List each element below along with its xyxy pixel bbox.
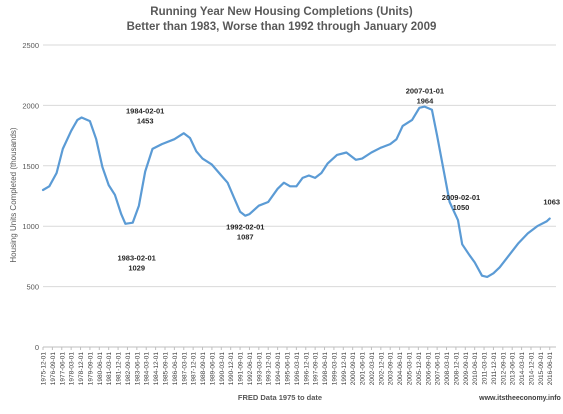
x-tick-label: 2000-09-01 [350,352,357,386]
annotation-date: 1983-02-01 [117,254,155,263]
y-axis-label: Housing Units Completed (thousands) [9,127,18,263]
annotation-date: 2007-01-01 [406,87,444,96]
x-tick-label: 2006-09-01 [425,352,432,386]
x-axis-label: FRED Data 1975 to date [238,393,322,402]
x-tick-label: 1993-12-01 [266,352,273,386]
x-tick-label: 1992-06-01 [247,352,254,386]
annotations: 1983-02-0110291984-02-0114531992-02-0110… [117,87,560,273]
x-tick-label: 1987-03-01 [181,352,188,386]
x-tick-label: 1993-03-01 [256,352,263,386]
x-tick-label: 1997-09-01 [313,352,320,386]
x-tick-label: 1999-03-01 [331,352,338,386]
x-tick-label: 1986-06-01 [172,352,179,386]
x-tick-label: 1987-12-01 [191,352,198,386]
annotation-value: 1063 [543,198,560,207]
annotation-date: 1984-02-01 [126,106,164,115]
x-tick-label: 1978-12-01 [78,352,85,386]
x-tick-label: 2003-09-01 [388,352,395,386]
x-tick-label: 2002-03-01 [369,352,376,386]
gridlines [43,44,556,348]
y-tick-label: 0 [35,343,39,352]
x-tick-label: 1995-06-01 [284,352,291,386]
series-group [41,105,551,278]
y-axis-ticks: 0 500 1000 1500 2000 2500 [22,41,39,352]
annotation-date: 1992-02-01 [226,223,264,232]
y-tick-label: 1000 [22,222,39,231]
x-tick-label: 1990-03-01 [219,352,226,386]
x-tick-label: 1996-03-01 [294,352,301,386]
annotation-value: 1453 [137,116,154,125]
x-tick-label: 1975-12-01 [41,352,48,386]
x-tick-label: 1990-12-01 [228,352,235,386]
x-tick-label: 2014-12-01 [528,352,535,386]
x-tick-label: 1983-06-01 [134,352,141,386]
x-tick-label: 1981-03-01 [106,352,113,386]
x-tick-label: 1991-09-01 [238,352,245,386]
x-tick-label: 1980-06-01 [97,352,104,386]
x-tick-label: 2014-03-01 [519,352,526,386]
x-tick-label: 2002-12-01 [378,352,385,386]
chart-title: Running Year New Housing Completions (Un… [150,6,413,18]
x-tick-label: 2005-03-01 [406,352,413,386]
x-tick-label: 2004-06-01 [397,352,404,386]
x-tick-label: 2008-03-01 [444,352,451,386]
source-label: www.itstheeconomy.info [478,395,561,402]
x-tick-label: 2013-06-01 [510,352,517,386]
x-axis-ticks: 1975-12-01 1976-09-01 1977-06-01 1978-03-01… [41,347,554,386]
series-line [41,105,551,278]
annotation-value: 1964 [417,97,435,106]
x-tick-label: 1985-09-01 [162,352,169,386]
y-tick-label: 500 [26,283,39,292]
y-tick-label: 2000 [22,101,39,110]
y-tick-label: 1500 [22,162,39,171]
x-tick-label: 1989-06-01 [209,352,216,386]
annotation-date: 2009-02-01 [442,193,480,202]
x-tick-label: 2015-09-01 [538,352,545,386]
x-tick-label: 1984-12-01 [153,352,160,386]
x-tick-label: 2016-06-01 [547,352,554,386]
x-tick-label: 1982-09-01 [125,352,132,386]
annotation-value: 1050 [453,203,470,212]
chart-subtitle: Better than 1983, Worse than 1992 throug… [127,21,437,33]
annotation-value: 1029 [128,264,145,273]
x-tick-label: 1994-09-01 [275,352,282,386]
x-tick-label: 1984-03-01 [144,352,151,386]
annotation-value: 1087 [237,233,254,242]
x-tick-label: 1996-12-01 [303,352,310,386]
x-tick-label: 2008-12-01 [453,352,460,386]
x-tick-label: 2007-06-01 [435,352,442,386]
x-tick-label: 2011-12-01 [491,352,498,385]
x-tick-label: 1977-06-01 [59,352,66,386]
x-tick-label: 1976-09-01 [50,352,57,386]
x-tick-label: 1988-09-01 [200,352,207,386]
x-tick-label: 1978-03-01 [69,352,76,386]
x-tick-label: 2001-06-01 [360,352,367,386]
x-tick-label: 1981-12-01 [116,352,123,386]
x-tick-label: 1979-09-01 [87,352,94,386]
x-tick-label: 1999-12-01 [341,352,348,386]
x-tick-label: 2010-06-01 [472,352,479,386]
x-tick-label: 2012-09-01 [500,352,507,386]
x-tick-label: 1998-06-01 [322,352,329,386]
x-tick-label: 2009-09-01 [463,352,470,386]
y-tick-label: 2500 [22,41,39,50]
x-tick-label: 2005-12-01 [416,352,423,386]
x-tick-label: 2011-03-01 [482,352,489,385]
